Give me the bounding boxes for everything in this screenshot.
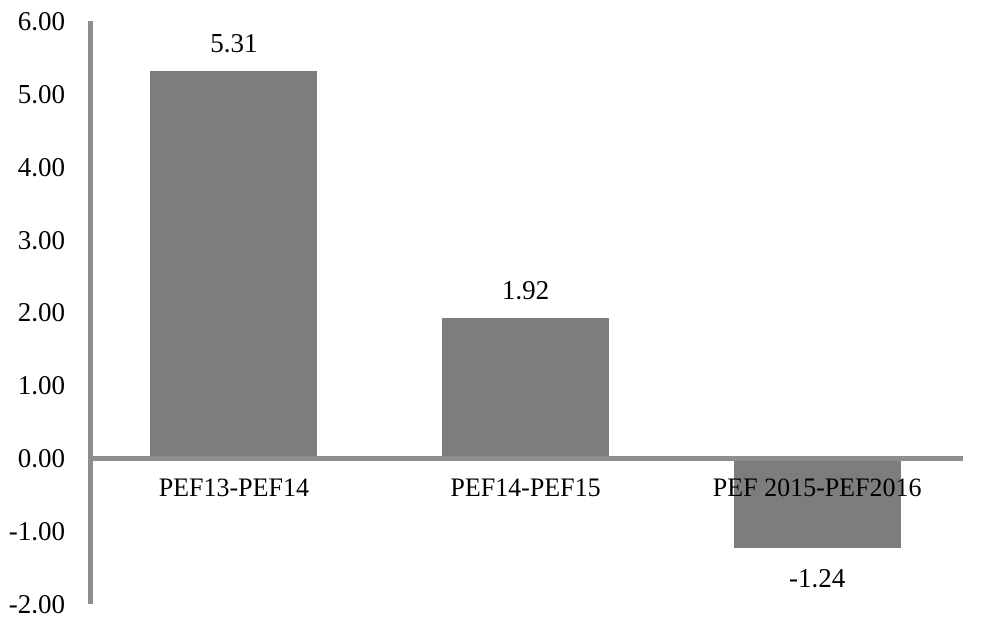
y-tick-label: 4.00: [17, 151, 65, 182]
value-label: -1.24: [789, 563, 846, 594]
bar: [733, 458, 901, 549]
category-label: PEF13-PEF14: [158, 473, 309, 502]
y-tick-label: -2.00: [8, 588, 65, 619]
category-label: PEF 2015-PEF2016: [712, 473, 922, 502]
value-label: 5.31: [210, 28, 258, 59]
category-label: PEF14-PEF15: [450, 473, 601, 502]
y-tick-label: 0.00: [17, 443, 65, 473]
bar: [150, 71, 318, 458]
y-tick-label: 1.00: [17, 370, 65, 401]
value-label: 1.92: [501, 275, 550, 306]
y-axis-line: [88, 21, 93, 604]
y-tick-label: -1.00: [8, 515, 65, 546]
x-axis-line: [88, 456, 963, 461]
y-tick-label: 2.00: [17, 297, 65, 328]
y-tick-label: 6.00: [17, 6, 65, 36]
y-tick-label: 3.00: [17, 224, 65, 255]
y-tick-label: 5.00: [17, 78, 65, 109]
bar: [442, 318, 609, 458]
